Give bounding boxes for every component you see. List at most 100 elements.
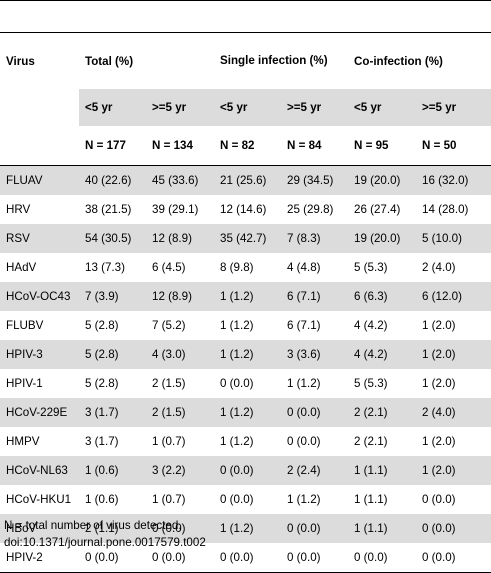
- table-cell: 38 (21.5): [85, 203, 132, 216]
- header-age: >=5 yr: [416, 89, 491, 126]
- table-cell: 2 (4.0): [416, 398, 491, 427]
- header-age: <5 yr: [214, 89, 281, 126]
- table-cell: 1 (0.7): [152, 435, 186, 448]
- table-top-rule: [0, 0, 491, 33]
- header-count-blank: [0, 126, 79, 166]
- table-cell: 7 (5.2): [152, 319, 186, 332]
- table-row: HPIV-3 5 (2.8) 4 (3.0) 1 (1.2) 3 (3.6) 4 (4.2…: [0, 340, 491, 369]
- table-cell: 19 (20.0): [348, 165, 416, 195]
- header-count: N = 50: [422, 139, 457, 152]
- virus-name: HCoV-OC43: [0, 282, 79, 311]
- table-cell: 0 (0.0): [220, 493, 254, 506]
- table-cell: 1 (2.0): [422, 435, 456, 448]
- table-cell: 6 (4.5): [152, 261, 186, 274]
- table-cell: 7 (3.9): [79, 282, 146, 311]
- table-cell: 2 (2.4): [281, 456, 348, 485]
- footnote: N = total number of virus detected.: [4, 519, 182, 532]
- table-cell: 1 (0.7): [152, 493, 186, 506]
- table-cell: 3 (3.6): [281, 340, 348, 369]
- table-cell: 4 (4.2): [354, 319, 388, 332]
- virus-name: HAdV: [6, 261, 37, 274]
- virus-name: HPIV-1: [6, 377, 43, 390]
- table-cell: 1 (1.1): [354, 493, 388, 506]
- table-cell: 1 (0.6): [79, 456, 146, 485]
- header-count: N = 95: [354, 139, 389, 152]
- table-cell: 8 (9.8): [220, 261, 254, 274]
- header-age: <5 yr: [79, 89, 146, 126]
- table-cell: 26 (27.4): [354, 203, 401, 216]
- table-cell: 3 (2.2): [146, 456, 214, 485]
- table-cell: 0 (0.0): [214, 456, 281, 485]
- doi: doi:10.1371/journal.pone.0017579.t002: [4, 536, 206, 549]
- table-cell: 6 (7.1): [281, 282, 348, 311]
- table-cell: 0 (0.0): [220, 377, 254, 390]
- table-cell: 6 (12.0): [416, 282, 491, 311]
- table-cell: 3 (1.7): [79, 398, 146, 427]
- table-cell: 7 (8.3): [281, 224, 348, 253]
- table-cell: 5 (2.8): [85, 319, 119, 332]
- table-cell: 0 (0.0): [146, 514, 214, 543]
- header-count: N = 82: [220, 139, 255, 152]
- table-cell: 19 (20.0): [348, 224, 416, 253]
- virus-name: HRV: [6, 203, 31, 216]
- table-cell: 5 (10.0): [416, 224, 491, 253]
- table-cell: 45 (33.6): [146, 165, 214, 195]
- virus-name: HPIV-3: [0, 340, 79, 369]
- header-age-blank: [0, 89, 79, 126]
- table-cell: 1 (2.0): [422, 377, 456, 390]
- table-cell: 2 (1.1): [79, 514, 146, 543]
- table-row: HCoV-OC43 7 (3.9) 12 (8.9) 1 (1.2) 6 (7.1) 6 …: [0, 282, 491, 311]
- table-cell: 0 (0.0): [416, 514, 491, 543]
- table-cell: 1 (1.2): [220, 319, 254, 332]
- header-age: >=5 yr: [146, 89, 214, 126]
- table-cell: 5 (5.3): [354, 377, 388, 390]
- table-cell: 0 (0.0): [416, 543, 491, 573]
- table-cell: 5 (2.8): [85, 377, 119, 390]
- table-cell: 3 (1.7): [85, 435, 119, 448]
- table-cell: 1 (2.0): [416, 340, 491, 369]
- virus-name: FLUBV: [6, 319, 44, 332]
- table-row: HMPV 3 (1.7) 1 (0.7) 1 (1.2) 0 (0.0) 2 (2.1) 1…: [0, 427, 491, 456]
- virus-name: HCoV-229E: [0, 398, 79, 427]
- table-cell: 6 (7.1): [287, 319, 321, 332]
- table-row: HRV 38 (21.5) 39 (29.1) 12 (14.6) 25 (29.8) 2…: [0, 195, 491, 224]
- table-row: RSV 54 (30.5) 12 (8.9) 35 (42.7) 7 (8.3) 19 (…: [0, 224, 491, 253]
- table-row: HBoV 2 (1.1) 0 (0.0) 1 (1.2) 0 (0.0) 1 (1.1) 0…: [0, 514, 491, 543]
- table-cell: 1 (1.2): [214, 282, 281, 311]
- table-cell: 12 (8.9): [146, 282, 214, 311]
- table-cell: 29 (34.5): [281, 165, 348, 195]
- table-cell: 14 (28.0): [422, 203, 469, 216]
- table-cell: 2 (1.5): [146, 398, 214, 427]
- table-cell: 1 (1.2): [287, 377, 321, 390]
- table-row: HCoV-229E 3 (1.7) 2 (1.5) 1 (1.2) 0 (0.0) 2 (…: [0, 398, 491, 427]
- table-row: HCoV-HKU1 1 (0.6) 1 (0.7) 0 (0.0) 1 (1.2) 1 (…: [0, 485, 491, 514]
- table-row: HCoV-NL63 1 (0.6) 3 (2.2) 0 (0.0) 2 (2.4) 1 (…: [0, 456, 491, 485]
- header-virus: Virus: [6, 54, 35, 68]
- table-cell: 1 (1.1): [348, 514, 416, 543]
- table-cell: 1 (1.2): [220, 435, 254, 448]
- header-co-infection: Co-infection (%): [354, 54, 443, 68]
- table-cell: 5 (2.8): [79, 340, 146, 369]
- table-cell: 1 (2.0): [416, 456, 491, 485]
- header-row-groups: Virus Total (%) Single infection (%) Co-…: [0, 33, 491, 90]
- header-age: >=5 yr: [281, 89, 348, 126]
- table-cell: 0 (0.0): [281, 398, 348, 427]
- table-cell: 1 (1.2): [214, 514, 281, 543]
- header-row-counts: N = 177 N = 134 N = 82 N = 84 N = 95 N =…: [0, 126, 491, 166]
- header-total: Total (%): [85, 54, 134, 68]
- table-row: HAdV 13 (7.3) 6 (4.5) 8 (9.8) 4 (4.8) 5 (5.3)…: [0, 253, 491, 282]
- header-count: N = 134: [152, 139, 193, 152]
- table-cell: 2 (2.1): [348, 398, 416, 427]
- table-cell: 40 (22.6): [79, 165, 146, 195]
- table-row: FLUAV 40 (22.6) 45 (33.6) 21 (25.6) 29 (34.5…: [0, 165, 491, 195]
- table-cell: 21 (25.6): [214, 165, 281, 195]
- table-cell: 4 (4.8): [287, 261, 321, 274]
- table-cell: 13 (7.3): [85, 261, 125, 274]
- table-cell: 12 (8.9): [146, 224, 214, 253]
- virus-name: HCoV-NL63: [0, 456, 79, 485]
- virus-name: HCoV-HKU1: [6, 493, 72, 506]
- table-cell: 2 (2.1): [354, 435, 388, 448]
- table-cell: 2 (1.5): [152, 377, 186, 390]
- virus-name: FLUAV: [0, 165, 79, 195]
